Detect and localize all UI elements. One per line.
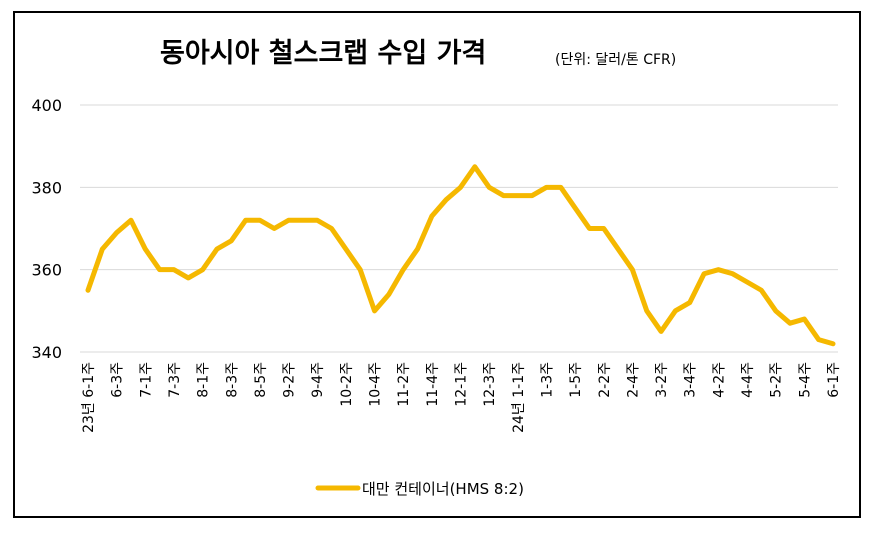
x-tick-label: 6-3주 — [110, 362, 126, 398]
y-tick-label: 400 — [31, 96, 62, 115]
x-tick-label: 9-4주 — [310, 362, 326, 398]
x-tick-label: 24년 1-1주 — [511, 362, 527, 433]
x-tick-label: 3-2주 — [654, 362, 670, 398]
x-tick-label: 8-5주 — [253, 362, 269, 398]
x-tick-label: 8-3주 — [224, 362, 240, 398]
x-tick-label: 7-3주 — [167, 362, 183, 398]
x-tick-label: 12-1주 — [454, 362, 470, 407]
x-tick-label: 1-5주 — [568, 362, 584, 398]
x-tick-label: 12-3주 — [482, 362, 498, 407]
x-tick-label: 6-1주 — [826, 362, 842, 398]
x-tick-label: 5-2주 — [769, 362, 785, 398]
y-tick-label: 360 — [31, 261, 62, 280]
y-tick-label: 380 — [31, 178, 62, 197]
x-tick-label: 2-2주 — [597, 362, 613, 398]
x-tick-label: 2-4주 — [625, 362, 641, 398]
x-tick-label: 4-4주 — [740, 362, 756, 398]
chart-subtitle: (단위: 달러/톤 CFR) — [555, 52, 676, 68]
x-tick-label: 10-2주 — [339, 362, 355, 407]
x-tick-label: 1-3주 — [539, 362, 555, 398]
chart-border — [13, 11, 861, 518]
x-tick-label: 23년 6-1주 — [81, 362, 97, 433]
x-tick-label: 9-2주 — [282, 362, 298, 398]
chart-title: 동아시아 철스크랩 수입 가격 — [160, 38, 486, 69]
x-tick-label: 10-4주 — [368, 362, 384, 407]
x-tick-label: 11-4주 — [425, 362, 441, 407]
x-tick-label: 3-4주 — [683, 362, 699, 398]
x-tick-label: 7-1주 — [138, 362, 154, 398]
legend-label: 대만 컨테이너(HMS 8:2) — [362, 480, 524, 498]
x-tick-label: 11-2주 — [396, 362, 412, 407]
x-tick-label: 8-1주 — [196, 362, 212, 398]
y-tick-label: 340 — [31, 343, 62, 362]
x-tick-label: 4-2주 — [711, 362, 727, 398]
data-line — [85, 164, 836, 347]
x-tick-label: 5-4주 — [797, 362, 813, 398]
